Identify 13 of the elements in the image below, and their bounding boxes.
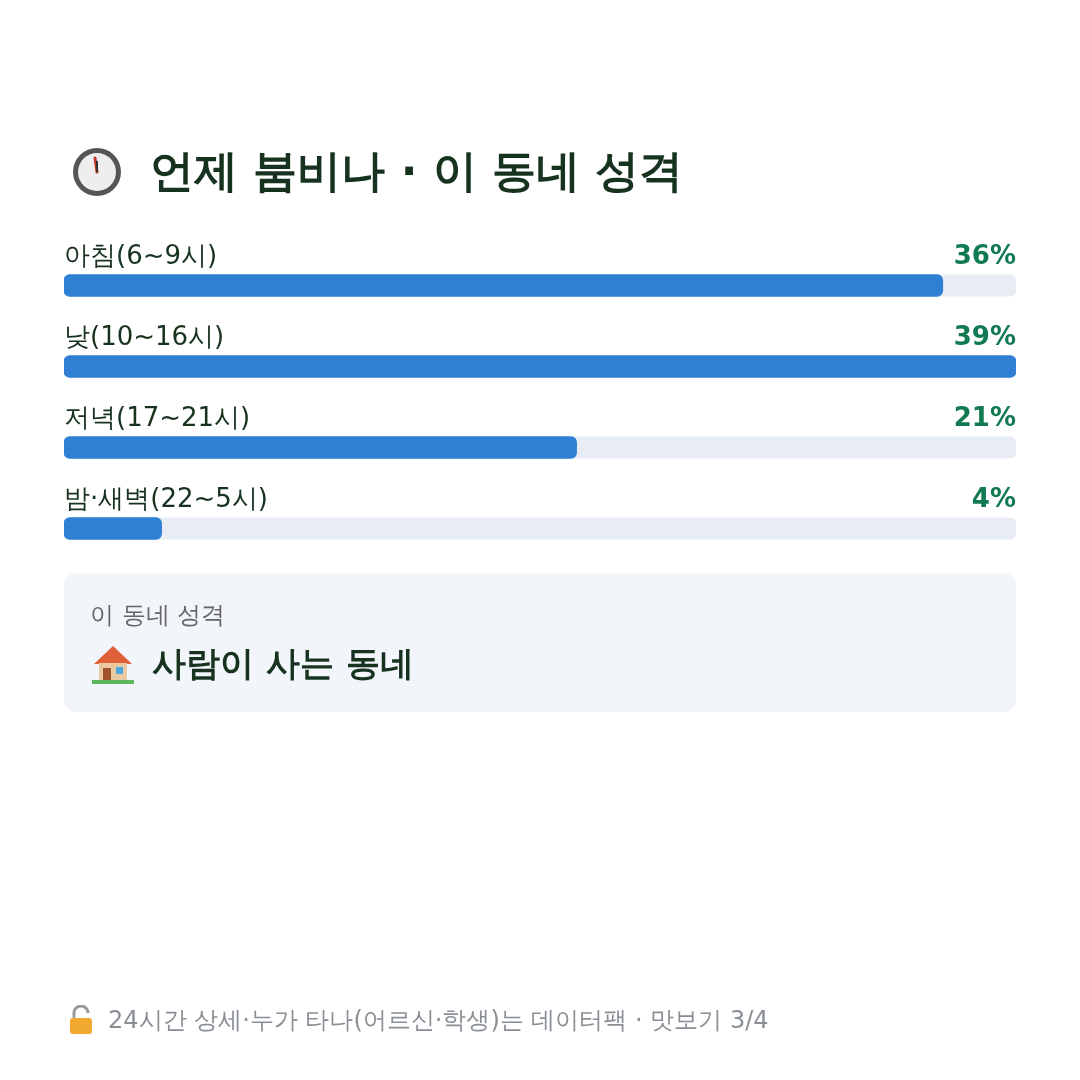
text: 사람이 사는 동네	[152, 642, 414, 685]
data-label: 36%	[953, 239, 1016, 270]
y-tick-label: 낮(10~16시)	[64, 320, 225, 351]
data-label: 39%	[953, 320, 1016, 351]
data-label: 21%	[953, 401, 1016, 432]
y-tick-label: 저녁(17~21시)	[64, 401, 251, 432]
data-label: 4%	[971, 482, 1016, 513]
text: 이 동네 성격	[90, 600, 226, 631]
text: 24시간 상세·누가 타나(어르신·학생)는 데이터팩 · 맛보기 3/4	[108, 1005, 769, 1036]
chart-title: 언제 붐비나 · 이 동네 성격	[150, 144, 684, 198]
bar	[64, 517, 162, 540]
y-tick-label: 아침(6~9시)	[64, 239, 218, 270]
y-tick-label: 밤·새벽(22~5시)	[64, 482, 268, 513]
